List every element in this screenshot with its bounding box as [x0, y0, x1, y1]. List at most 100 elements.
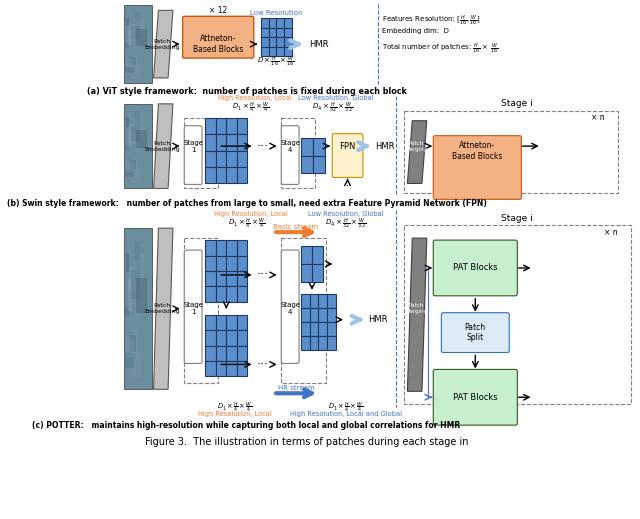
Bar: [131, 25, 140, 39]
Bar: [284, 37, 292, 47]
Bar: [227, 286, 237, 302]
Bar: [134, 111, 140, 120]
Text: Stage
1: Stage 1: [183, 140, 203, 153]
Bar: [284, 28, 292, 37]
Bar: [327, 294, 336, 308]
Text: PAT Blocks: PAT Blocks: [453, 264, 498, 272]
Bar: [131, 126, 140, 141]
Bar: [319, 336, 327, 349]
Text: Patch
Merging: Patch Merging: [405, 141, 428, 152]
Bar: [310, 308, 319, 322]
Bar: [136, 30, 139, 49]
Bar: [312, 264, 323, 282]
Bar: [124, 353, 134, 368]
Bar: [310, 294, 319, 308]
Bar: [205, 240, 216, 255]
Bar: [216, 346, 227, 361]
Bar: [216, 271, 227, 286]
Bar: [276, 47, 284, 56]
Polygon shape: [154, 10, 173, 78]
Bar: [124, 228, 152, 389]
Bar: [131, 270, 140, 299]
Bar: [237, 240, 247, 255]
Bar: [301, 246, 312, 264]
Text: High Resolution, Local and Global: High Resolution, Local and Global: [290, 411, 402, 417]
Bar: [227, 151, 237, 167]
Bar: [134, 241, 140, 260]
Bar: [145, 142, 151, 146]
Text: HMR: HMR: [375, 142, 394, 151]
Text: PAT Blocks: PAT Blocks: [453, 393, 498, 402]
Bar: [261, 47, 269, 56]
Bar: [125, 117, 129, 127]
Text: Features Resolution: $[\frac{H}{16}, \frac{W}{16}]$: Features Resolution: $[\frac{H}{16}, \fr…: [382, 15, 481, 29]
Bar: [227, 255, 237, 271]
Polygon shape: [408, 238, 427, 391]
Text: $D_1\times\frac{H}{4}\times\frac{W}{4}$: $D_1\times\frac{H}{4}\times\frac{W}{4}$: [228, 217, 265, 231]
Bar: [216, 255, 227, 271]
Bar: [184, 238, 218, 384]
Text: Low Resolution, Global: Low Resolution, Global: [298, 95, 373, 101]
Bar: [128, 24, 135, 35]
Text: (b) Swin style framework:   number of patches from large to small, need extra Fe: (b) Swin style framework: number of patc…: [6, 199, 486, 208]
Bar: [276, 37, 284, 47]
Bar: [126, 162, 134, 172]
Bar: [125, 18, 129, 26]
Bar: [276, 28, 284, 37]
Text: Patch
Split: Patch Split: [465, 323, 486, 343]
FancyBboxPatch shape: [433, 240, 517, 296]
Bar: [130, 160, 136, 169]
Text: $D_4\times\frac{H}{32}\times\frac{W}{32}$: $D_4\times\frac{H}{32}\times\frac{W}{32}…: [325, 217, 367, 231]
Bar: [205, 330, 216, 346]
Bar: [327, 322, 336, 336]
FancyBboxPatch shape: [184, 250, 202, 363]
Text: HR stream: HR stream: [278, 385, 314, 391]
Bar: [319, 308, 327, 322]
Bar: [134, 131, 145, 147]
Bar: [134, 54, 138, 66]
Text: Stage
1: Stage 1: [183, 302, 203, 315]
Bar: [313, 138, 325, 156]
Bar: [130, 24, 134, 28]
Bar: [125, 307, 129, 317]
Bar: [205, 151, 216, 167]
Bar: [269, 28, 276, 37]
Bar: [227, 361, 237, 376]
FancyBboxPatch shape: [442, 313, 509, 352]
Bar: [139, 33, 143, 44]
Bar: [127, 30, 132, 45]
Bar: [301, 322, 310, 336]
Bar: [141, 117, 144, 135]
Polygon shape: [154, 104, 173, 188]
Bar: [134, 30, 145, 45]
Bar: [310, 336, 319, 349]
Bar: [216, 167, 227, 183]
Bar: [134, 157, 138, 170]
Bar: [237, 151, 247, 167]
Text: $D_4\times\frac{H}{32}\times\frac{W}{32}$: $D_4\times\frac{H}{32}\times\frac{W}{32}…: [312, 101, 354, 115]
Bar: [237, 167, 247, 183]
Bar: [132, 351, 141, 378]
Bar: [130, 266, 134, 275]
Text: Stage i: Stage i: [502, 99, 533, 108]
Bar: [310, 322, 319, 336]
Bar: [140, 54, 148, 73]
Bar: [237, 361, 247, 376]
Text: High Resolution, Local: High Resolution, Local: [218, 95, 291, 101]
Bar: [227, 346, 237, 361]
Bar: [205, 271, 216, 286]
Bar: [237, 134, 247, 151]
Polygon shape: [408, 121, 427, 183]
Text: Stage
4: Stage 4: [280, 140, 300, 153]
Bar: [237, 255, 247, 271]
Text: × n: × n: [604, 228, 617, 237]
Bar: [404, 225, 630, 404]
Bar: [237, 118, 247, 134]
Bar: [136, 29, 147, 46]
Bar: [301, 138, 313, 156]
Bar: [205, 118, 216, 134]
Bar: [205, 255, 216, 271]
Bar: [281, 238, 326, 384]
Bar: [184, 118, 218, 188]
FancyBboxPatch shape: [182, 16, 254, 58]
